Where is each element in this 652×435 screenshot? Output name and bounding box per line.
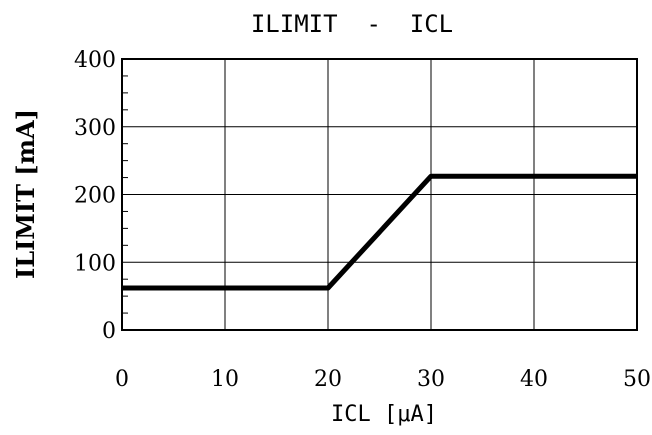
y-tick-label: 400 — [74, 48, 116, 73]
x-tick-label: 40 — [520, 367, 548, 392]
y-tick-label: 300 — [74, 116, 116, 141]
x-tick-label: 0 — [115, 367, 129, 392]
series — [122, 173, 637, 291]
x-axis-label: ICL [μA] — [331, 402, 437, 427]
y-axis-label: ILIMIT [mA] — [11, 109, 40, 279]
y-tick-label: 0 — [102, 319, 116, 344]
x-tick-label: 10 — [211, 367, 239, 392]
plot-frame — [121, 58, 638, 331]
x-tick-label: 30 — [417, 367, 445, 392]
series-line — [122, 173, 637, 291]
x-tick-label: 20 — [314, 367, 342, 392]
x-tick-labels: 0 10 20 30 40 50 — [115, 367, 651, 392]
grid — [122, 59, 637, 330]
x-tick-label: 50 — [623, 367, 651, 392]
chart-title: ILIMIT - ICL — [251, 10, 453, 38]
y-tick-label: 200 — [74, 184, 116, 209]
y-tick-label: 100 — [74, 251, 116, 276]
y-tick-labels: 0 100 200 300 400 — [74, 48, 116, 344]
